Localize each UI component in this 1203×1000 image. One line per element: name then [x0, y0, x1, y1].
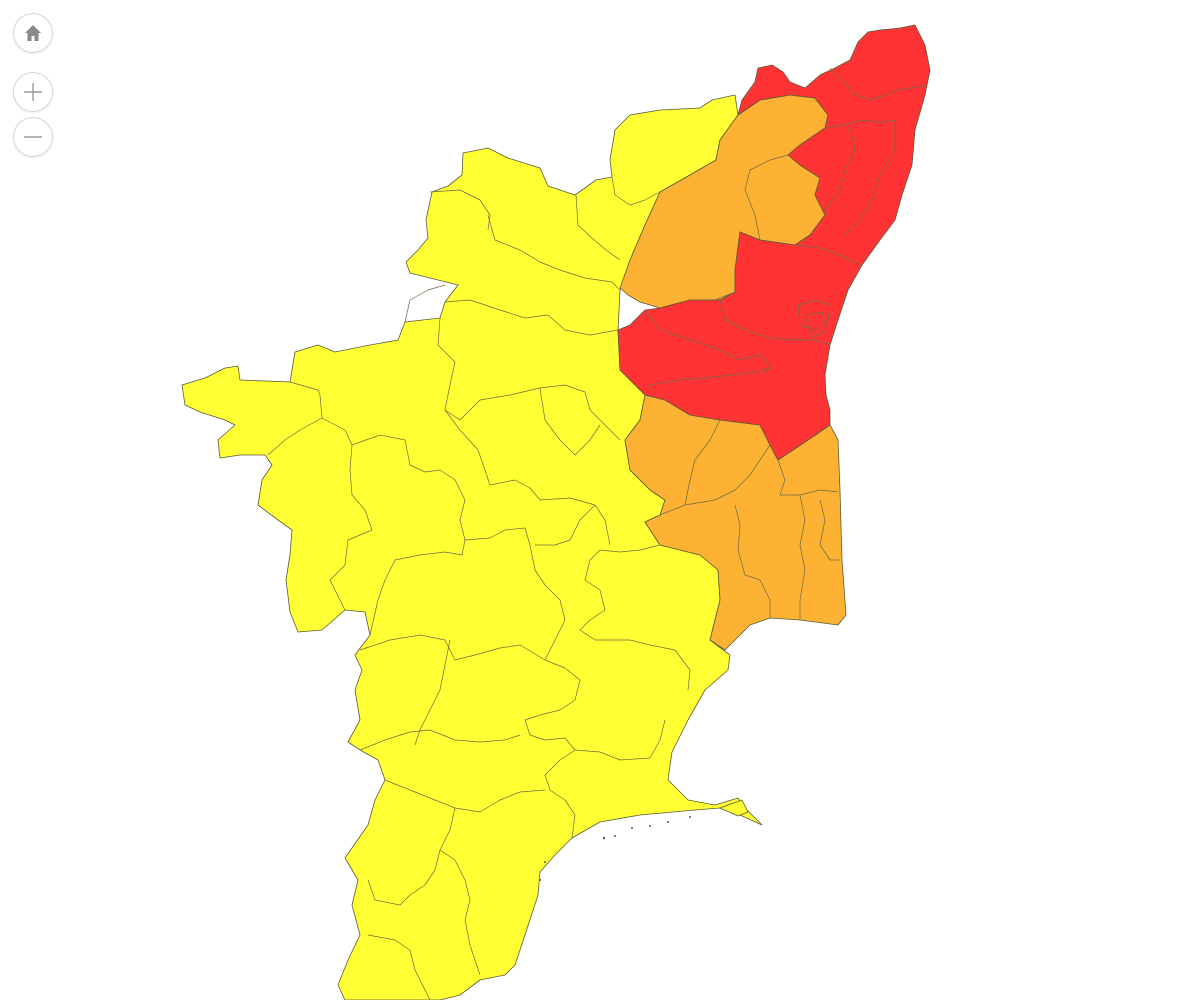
- home-icon: [25, 25, 41, 41]
- home-button[interactable]: [13, 13, 53, 53]
- region-yellow[interactable]: [181, 94, 763, 1000]
- zoom-out-button[interactable]: [13, 117, 53, 157]
- plus-icon: [24, 83, 42, 101]
- minus-icon: [24, 136, 42, 138]
- islands: [539, 799, 749, 881]
- zoom-in-button[interactable]: [13, 72, 53, 112]
- region-red-north[interactable]: [617, 24, 931, 461]
- district-borders: [267, 67, 926, 1000]
